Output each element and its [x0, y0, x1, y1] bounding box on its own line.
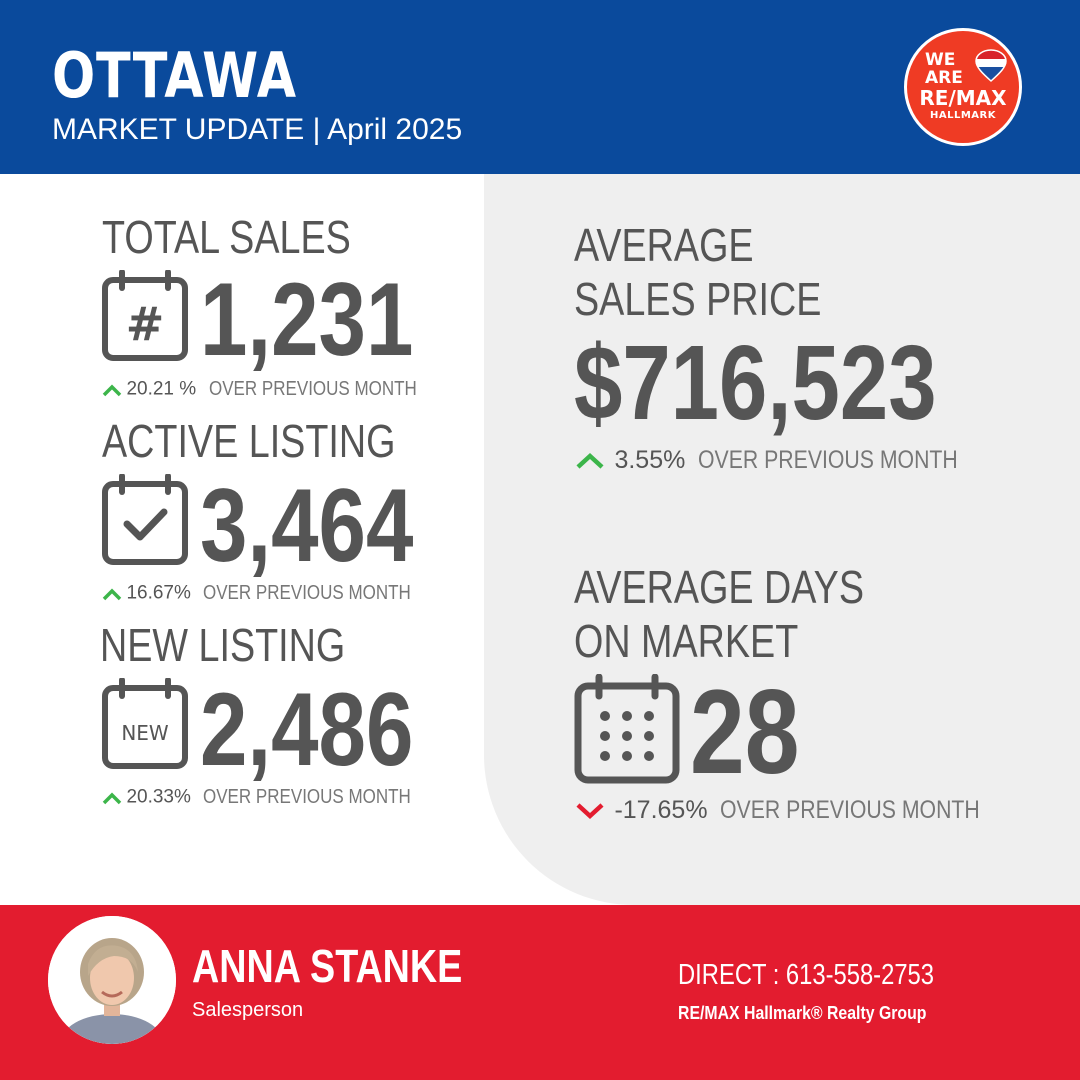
report-subtitle: MARKET UPDATE | April 2025 — [52, 113, 463, 146]
avg-days-label-line2: ON MARKET — [574, 615, 799, 667]
avg-price-change-pct: 3.55% — [614, 446, 686, 474]
calendar-hash-text: # — [126, 297, 165, 351]
total-sales-change-suffix: OVER PREVIOUS MONTH — [208, 378, 417, 400]
logo-text-hallmark: HALLMARK — [930, 110, 996, 121]
avg-price-value: $716,523 — [574, 324, 937, 442]
new-listing-change-suffix: OVER PREVIOUS MONTH — [203, 786, 412, 808]
up-arrow-icon — [102, 588, 122, 600]
total-sales-label: TOTAL SALES — [102, 211, 351, 263]
avg-days-label-line1: AVERAGE DAYS — [574, 561, 864, 613]
up-arrow-icon — [576, 452, 604, 469]
new-listing-label: NEW LISTING — [100, 619, 346, 671]
avg-price-change-suffix: OVER PREVIOUS MONTH — [697, 446, 958, 474]
avg-days-change: -17.65% OVER PREVIOUS MONTH — [576, 796, 1026, 825]
avg-price-change: 3.55% OVER PREVIOUS MONTH — [576, 446, 1003, 475]
agent-photo — [48, 916, 176, 1044]
calendar-dots-icon — [574, 674, 680, 784]
avg-days-value: 28 — [690, 665, 800, 799]
agent-title: Salesperson — [192, 999, 304, 1021]
header-bar — [0, 0, 1080, 174]
footer-bar — [0, 905, 1080, 1080]
total-sales-value: 1,231 — [200, 262, 414, 378]
active-listing-label: ACTIVE LISTING — [102, 415, 396, 467]
logo-text-we: WE — [925, 50, 956, 70]
agent-avatar — [48, 916, 176, 1044]
active-listing-value: 3,464 — [200, 468, 414, 584]
total-sales-change: 20.21 % OVER PREVIOUS MONTH — [102, 378, 453, 401]
brokerage-name: RE/MAX Hallmark® Realty Group — [678, 1003, 927, 1023]
new-listing-value: 2,486 — [200, 672, 414, 788]
calendar-check-icon — [102, 474, 188, 565]
agent-name: ANNA STANKE — [192, 940, 463, 992]
calendar-new-text: NEW — [121, 721, 169, 745]
total-sales-change-pct: 20.21 % — [126, 378, 197, 400]
remax-logo: WE ARE RE/MAX HALLMARK — [904, 28, 1022, 146]
calendar-hash-icon: # — [102, 270, 188, 361]
logo-text-are: ARE — [925, 68, 963, 88]
active-listing-change-suffix: OVER PREVIOUS MONTH — [203, 582, 412, 604]
calendar-new-icon: NEW — [102, 678, 188, 769]
active-listing-change-pct: 16.67% — [126, 582, 191, 604]
hot-air-balloon-icon — [975, 49, 1007, 83]
active-listing-change: 16.67% OVER PREVIOUS MONTH — [102, 582, 448, 605]
avg-price-label-line2: SALES PRICE — [574, 273, 822, 325]
new-listing-change: 20.33% OVER PREVIOUS MONTH — [102, 786, 448, 809]
logo-text-remax: RE/MAX — [919, 86, 1007, 110]
up-arrow-icon — [102, 792, 122, 804]
avg-days-change-suffix: OVER PREVIOUS MONTH — [720, 796, 980, 824]
city-title: OTTAWA — [52, 39, 297, 112]
right-panel-background — [484, 174, 1080, 905]
avg-days-change-pct: -17.65% — [614, 796, 708, 824]
new-listing-change-pct: 20.33% — [126, 786, 191, 808]
avg-price-label-line1: AVERAGE — [574, 219, 754, 271]
down-arrow-icon — [576, 802, 604, 819]
agent-direct-phone[interactable]: DIRECT : 613-558-2753 — [678, 959, 935, 991]
up-arrow-icon — [102, 384, 122, 396]
